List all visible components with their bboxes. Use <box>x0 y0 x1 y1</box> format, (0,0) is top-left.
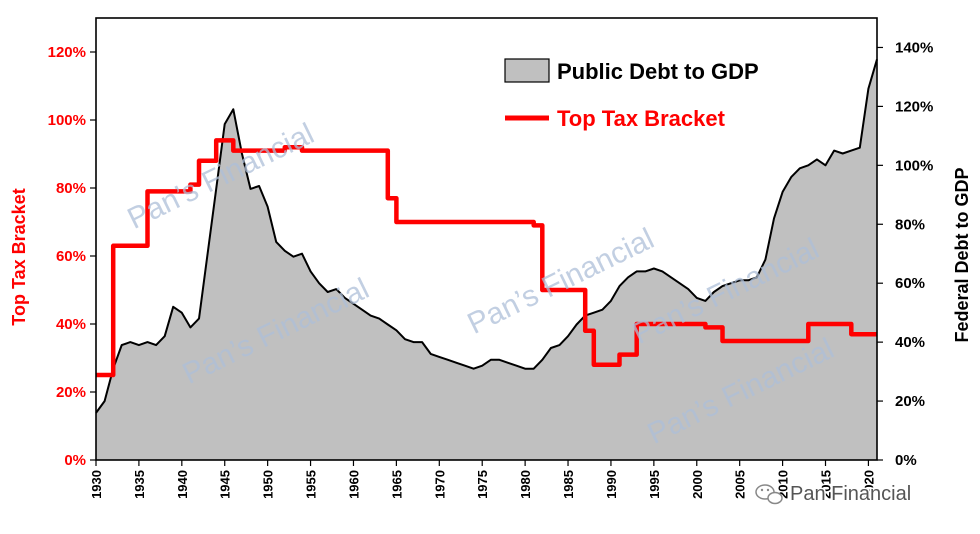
x-tick-label-13: 1995 <box>647 470 662 499</box>
right-tick-label-5: 100% <box>895 157 933 174</box>
left-axis-title: Top Tax Bracket <box>9 188 29 325</box>
series-area-debt <box>96 59 877 461</box>
right-tick-label-4: 80% <box>895 216 925 233</box>
x-tick-label-5: 1955 <box>304 470 319 499</box>
left-tick-label-0: 0% <box>64 452 86 469</box>
x-tick-label-18: 2020 <box>861 470 876 499</box>
legend-swatch-debt <box>504 58 550 83</box>
x-tick-label-7: 1965 <box>389 470 404 499</box>
plot-area <box>95 59 878 461</box>
right-tick-label-7: 140% <box>895 39 933 56</box>
left-tick-label-5: 100% <box>48 112 86 129</box>
right-axis-title: Federal Debt to GDP <box>952 167 972 342</box>
axes: 0% 20% 40% 60% 80% 100% 120% 0% 20% 40% 60% 80% 100%… <box>48 17 933 499</box>
right-tick-label-6: 120% <box>895 98 933 115</box>
x-tick-label-1: 1935 <box>132 470 147 499</box>
left-tick-label-2: 40% <box>56 316 86 333</box>
legend-label-debt: Public Debt to GDP <box>557 59 759 84</box>
left-tick-label-1: 20% <box>56 384 86 401</box>
left-tick-label-6: 120% <box>48 44 86 61</box>
brand-mark: Pan Financial <box>755 482 913 507</box>
x-tick-label-10: 1980 <box>518 470 533 499</box>
right-tick-label-3: 60% <box>895 275 925 292</box>
right-tick-label-0: 0% <box>895 452 917 469</box>
x-tick-label-6: 1960 <box>346 470 361 499</box>
series-line-debt <box>95 59 878 414</box>
brand-label: Pan Financial <box>790 483 911 505</box>
series-line-tax <box>96 138 877 378</box>
right-tick-label-1: 20% <box>895 393 925 410</box>
x-tick-label-9: 1975 <box>475 470 490 499</box>
left-tick-label-3: 60% <box>56 248 86 265</box>
x-tick-label-16: 2010 <box>776 470 791 499</box>
x-tick-label-3: 1945 <box>218 470 233 499</box>
x-tick-label-12: 1990 <box>604 470 619 499</box>
x-tick-label-17: 2015 <box>819 470 834 499</box>
x-tick-label-14: 2000 <box>690 470 705 499</box>
legend: Public Debt to GDP Top Tax Bracket <box>504 58 759 131</box>
right-tick-label-2: 40% <box>895 334 925 351</box>
x-tick-label-4: 1950 <box>261 470 276 499</box>
plot-frame <box>95 17 878 461</box>
x-tick-label-11: 1985 <box>561 470 576 499</box>
x-tick-label-0: 1930 <box>89 470 104 499</box>
wechat-icon <box>755 484 783 505</box>
left-tick-label-4: 80% <box>56 180 86 197</box>
legend-label-tax: Top Tax Bracket <box>557 106 726 131</box>
x-tick-label-8: 1970 <box>432 470 447 499</box>
x-tick-label-15: 2005 <box>733 470 748 499</box>
x-tick-label-2: 1940 <box>175 470 190 499</box>
